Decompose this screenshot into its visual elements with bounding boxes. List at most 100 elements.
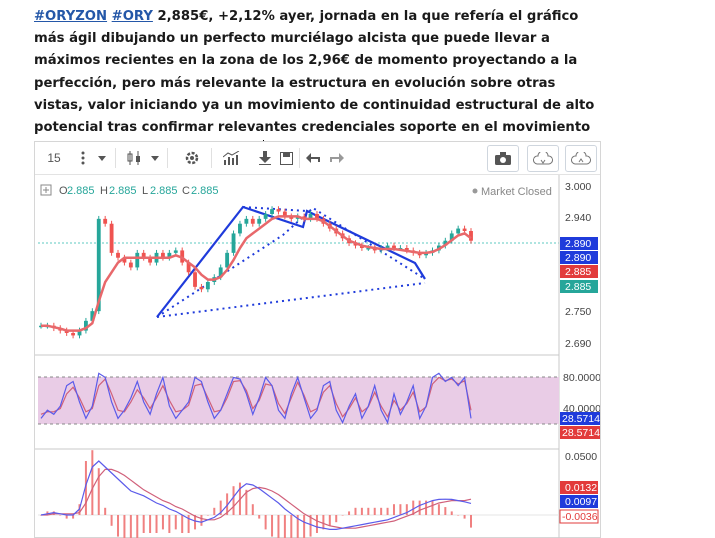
macd-histogram-bar	[219, 500, 222, 515]
hashtag-oryzon[interactable]: #ORYZON	[34, 9, 108, 24]
candle	[167, 252, 172, 258]
save-icon[interactable]	[277, 146, 295, 170]
candle	[462, 228, 467, 231]
candle	[218, 267, 223, 278]
macd-badge-text: 0.0132	[565, 482, 597, 494]
macd-histogram-bar	[226, 493, 229, 515]
undo-icon[interactable]	[303, 146, 323, 170]
post-body: 2,885€, +2,12% ayer, jornada en la que r…	[34, 9, 595, 157]
price-badge	[560, 280, 598, 293]
candle	[84, 320, 88, 331]
macd-histogram-bar	[418, 500, 421, 515]
macd-histogram-bar	[328, 515, 331, 526]
macd-histogram-bar	[463, 515, 466, 519]
stoch-tick: 80.0000	[563, 372, 600, 384]
macd-histogram-bar	[110, 515, 113, 526]
price-tick: 2.690	[565, 338, 591, 350]
candle	[449, 233, 454, 241]
macd-histogram-bar	[444, 507, 447, 515]
candle	[135, 252, 140, 268]
macd-histogram-bar	[91, 450, 94, 515]
chart-toolbar: 15	[35, 142, 600, 175]
macd-histogram-bar	[354, 507, 357, 515]
candle	[257, 218, 262, 224]
macd-histogram-bar	[194, 515, 197, 530]
macd-line	[40, 460, 472, 530]
chevron-down-icon[interactable]	[147, 146, 163, 170]
ohlc-c-value: 2.885	[191, 185, 219, 197]
macd-histogram-bar	[341, 515, 344, 516]
macd-histogram-bar	[277, 515, 280, 538]
candle	[366, 248, 371, 250]
macd-histogram-bar	[392, 504, 395, 515]
macd-histogram-bar	[457, 515, 460, 516]
macd-histogram-bar	[142, 515, 145, 533]
macd-histogram-bar	[303, 515, 306, 538]
candle	[385, 245, 390, 248]
macd-histogram-bar	[290, 515, 293, 538]
macd-histogram-bar	[129, 515, 132, 538]
moving-average-line	[41, 215, 472, 332]
chart-widget: 15	[34, 141, 601, 538]
camera-icon[interactable]	[487, 145, 519, 172]
macd-signal-line	[41, 468, 472, 529]
ohlc-o-label: O	[59, 185, 68, 197]
cloud-upload-icon[interactable]	[565, 145, 597, 172]
redo-icon[interactable]	[327, 146, 347, 170]
macd-histogram-bar	[322, 515, 325, 530]
stoch-badge-text: 28.5714	[562, 413, 600, 425]
candle	[122, 257, 127, 263]
hashtag-ory[interactable]: #ORY	[111, 9, 153, 24]
ohlc-l-value: 2.885	[150, 185, 178, 197]
price-badge-text: 2.890	[565, 238, 591, 250]
candles-icon[interactable]	[123, 146, 145, 170]
ohlc-c-label: C	[182, 185, 190, 197]
indicators-icon[interactable]	[221, 146, 243, 170]
more-vertical-icon[interactable]	[73, 146, 93, 170]
chevron-down-icon[interactable]	[93, 146, 111, 170]
macd-histogram-bar	[386, 507, 389, 515]
candle	[225, 252, 230, 268]
macd-tick: 0.0500	[565, 451, 597, 463]
download-icon[interactable]	[255, 146, 275, 170]
macd-histogram-bar	[213, 507, 216, 515]
candle	[128, 262, 133, 268]
stoch-axis: 80.0000 40.0000 28.5714 28.5714	[560, 372, 600, 439]
candle	[199, 286, 204, 290]
macd-badge-text: 0.0097	[565, 496, 597, 508]
macd-histogram-bar	[309, 515, 312, 537]
candle	[308, 214, 313, 219]
candle	[315, 214, 319, 219]
candle	[90, 311, 95, 321]
macd-histogram-bar	[200, 515, 203, 526]
candle	[238, 223, 242, 234]
ohlc-l-label: L	[142, 185, 148, 197]
cloud-download-icon[interactable]	[527, 145, 559, 172]
macd-histogram-bar	[412, 500, 415, 515]
stoch-badge-text: 28.5714	[562, 427, 600, 439]
macd-histogram-bar	[450, 511, 453, 515]
macd-histogram-bar	[123, 515, 126, 538]
macd-histogram-bar	[232, 486, 235, 515]
candle	[205, 282, 210, 290]
candle	[71, 333, 76, 336]
macd-histogram-bar	[72, 515, 75, 519]
candle	[193, 272, 197, 287]
candle	[109, 223, 114, 253]
price-axis: 3.000 2.940 2.750 2.690 2.890 2.890 2.88…	[560, 181, 598, 350]
interval-selector[interactable]: 15	[47, 151, 61, 165]
macd-badge	[559, 509, 599, 524]
candle	[231, 233, 236, 253]
candle	[103, 218, 108, 224]
gear-icon[interactable]	[181, 146, 203, 170]
chart-canvas[interactable]: O 2.885 H 2.885 L 2.885 C 2.885 Market C…	[35, 175, 600, 538]
candle	[263, 214, 268, 219]
candle	[141, 252, 146, 258]
macd-histogram-bar	[380, 507, 383, 515]
macd-histogram-bar	[258, 515, 261, 519]
macd-badge-text: -0.0036	[562, 511, 598, 523]
macd-histogram-bar	[104, 507, 107, 515]
market-status: Market Closed	[481, 186, 552, 198]
candle	[282, 211, 287, 217]
candle	[270, 209, 274, 214]
